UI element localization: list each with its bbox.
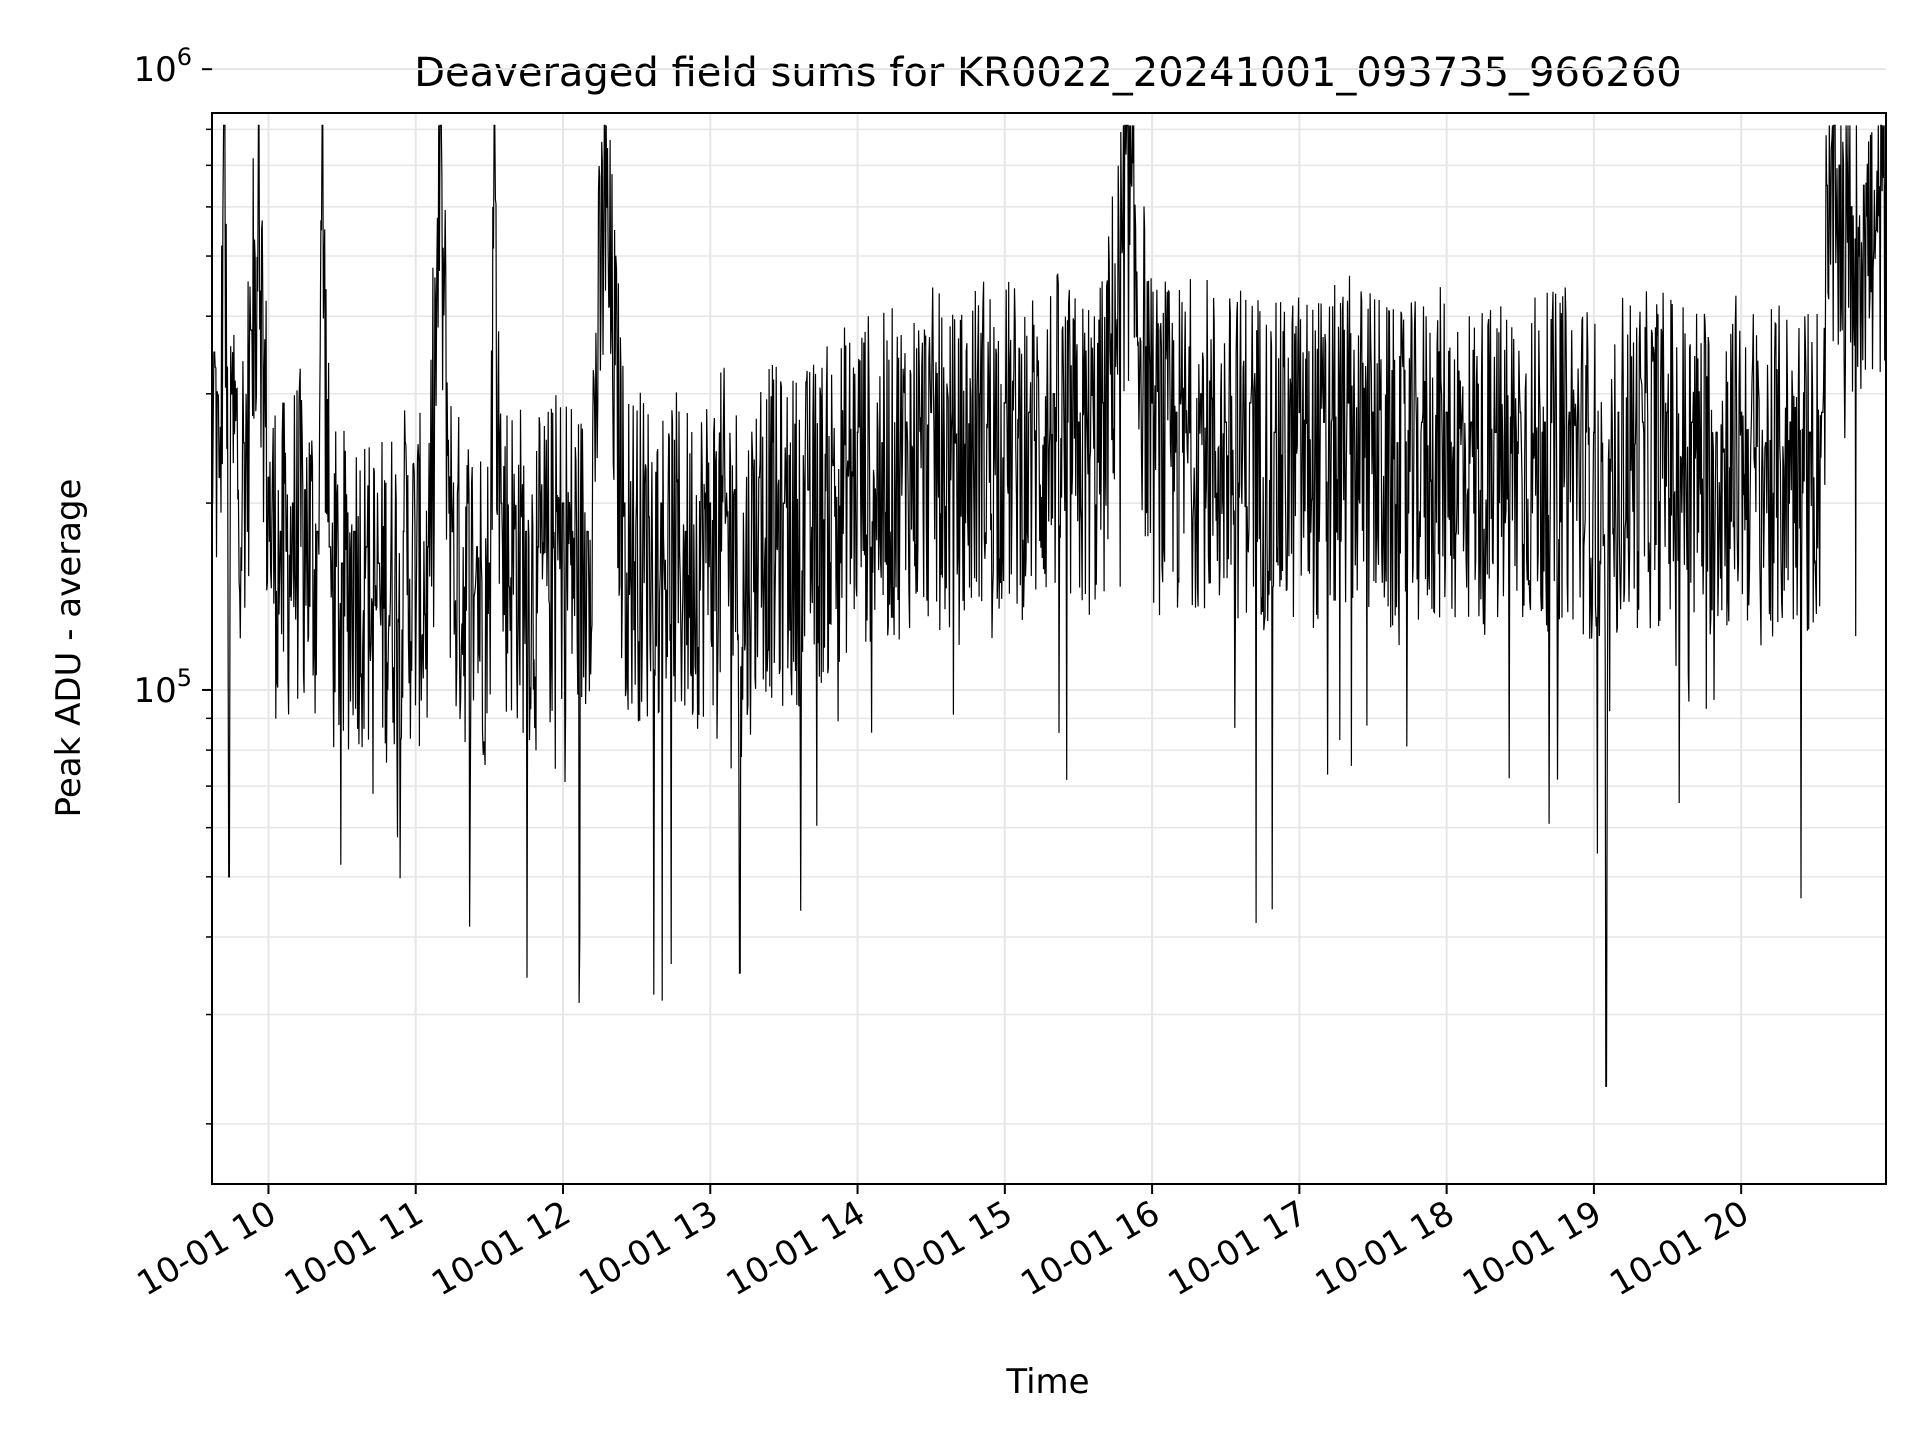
- y-tick-label: 105: [133, 664, 192, 711]
- data-point: [402, 530, 405, 533]
- data-point: [476, 546, 478, 548]
- data-point: [1642, 421, 1644, 424]
- series-line: [212, 124, 1887, 1087]
- data-point: [881, 442, 883, 444]
- data-point: [930, 411, 932, 414]
- data-point: [623, 502, 626, 504]
- data-point: [1102, 402, 1104, 404]
- data-point: [807, 489, 810, 491]
- data-point: [316, 530, 319, 533]
- data-point: [1821, 411, 1823, 414]
- data-point: [213, 351, 216, 354]
- data-point: [279, 530, 282, 533]
- data-point: [954, 442, 957, 444]
- data-point: [1617, 411, 1620, 414]
- data-point: [1544, 421, 1546, 424]
- data-point: [586, 530, 589, 533]
- data-point: [1028, 411, 1031, 414]
- data-point: [243, 442, 245, 444]
- data-point: [1519, 411, 1522, 414]
- plot-area: [211, 112, 1887, 1087]
- data-point: [292, 502, 294, 504]
- data-point: [451, 530, 454, 533]
- x-axis-label: Time: [1005, 1362, 1089, 1402]
- data-point: [1421, 421, 1423, 424]
- data-point: [684, 530, 687, 533]
- data-point: [734, 489, 736, 491]
- data-point: [1175, 411, 1178, 414]
- data-point: [832, 464, 834, 467]
- data-point: [353, 530, 356, 533]
- data-point: [1323, 421, 1325, 424]
- data-point: [979, 393, 982, 395]
- data-point: [1274, 431, 1276, 434]
- data-point: [709, 502, 712, 504]
- data-point: [1593, 431, 1595, 434]
- data-point: [1691, 421, 1693, 424]
- data-point: [1809, 431, 1811, 434]
- data-point: [1077, 421, 1080, 424]
- data-point: [1200, 393, 1202, 395]
- data-point: [1470, 421, 1472, 424]
- data-point: [1764, 442, 1767, 444]
- data-point: [250, 329, 253, 331]
- data-point: [1494, 431, 1497, 434]
- data-point: [1715, 431, 1718, 434]
- data-point: [1347, 402, 1350, 404]
- data-point: [1666, 411, 1669, 414]
- data-point: [1740, 411, 1742, 414]
- data-point: [783, 502, 785, 504]
- data-point: [1568, 411, 1571, 414]
- data-point: [1224, 421, 1227, 424]
- data-point: [1850, 206, 1853, 208]
- data-point: [562, 502, 564, 504]
- data-point: [1004, 402, 1006, 404]
- data-point: [1789, 421, 1792, 424]
- data-point: [228, 876, 230, 878]
- data-point: [329, 546, 331, 548]
- data-point: [1838, 164, 1841, 167]
- data-point: [537, 546, 540, 548]
- data-point: [500, 502, 503, 504]
- data-point: [1875, 229, 1877, 232]
- y-axis-label: Peak ADU - average: [49, 479, 89, 818]
- data-point: [1445, 411, 1448, 414]
- data-point: [1605, 1085, 1607, 1087]
- y-tick-base: 10: [133, 50, 176, 90]
- data-point: [1249, 402, 1252, 404]
- y-tick-exponent: 5: [177, 664, 192, 692]
- plot-frame: [211, 112, 1887, 1185]
- data-point: [267, 476, 270, 479]
- data-point: [905, 421, 908, 424]
- data-point: [365, 546, 368, 548]
- data-point: [1151, 402, 1153, 404]
- data-point: [758, 476, 761, 479]
- y-tick-label: 106: [133, 43, 192, 90]
- data-point: [378, 562, 380, 564]
- data-point: [218, 476, 221, 479]
- data-point: [1298, 411, 1301, 414]
- data-point: [1863, 184, 1865, 187]
- data-point: [648, 516, 650, 518]
- data-point: [856, 431, 859, 434]
- data-point: [304, 489, 307, 491]
- y-axis: 105106107: [133, 43, 212, 1125]
- chart-title: Deaveraged field sums for KR0022_2024100…: [414, 50, 1682, 96]
- y-tick-base: 10: [133, 671, 176, 711]
- data-point: [341, 562, 343, 564]
- data-point: [1053, 393, 1055, 395]
- y-tick-exponent: 6: [177, 43, 192, 71]
- data-point: [1396, 442, 1399, 444]
- data-point: [1372, 411, 1374, 414]
- data-point: [230, 393, 233, 395]
- data-point: [525, 530, 527, 533]
- data-point: [660, 502, 662, 504]
- data-point: [1826, 184, 1828, 187]
- data-point: [488, 562, 491, 564]
- data-point: [738, 972, 741, 974]
- data-point: [427, 546, 429, 548]
